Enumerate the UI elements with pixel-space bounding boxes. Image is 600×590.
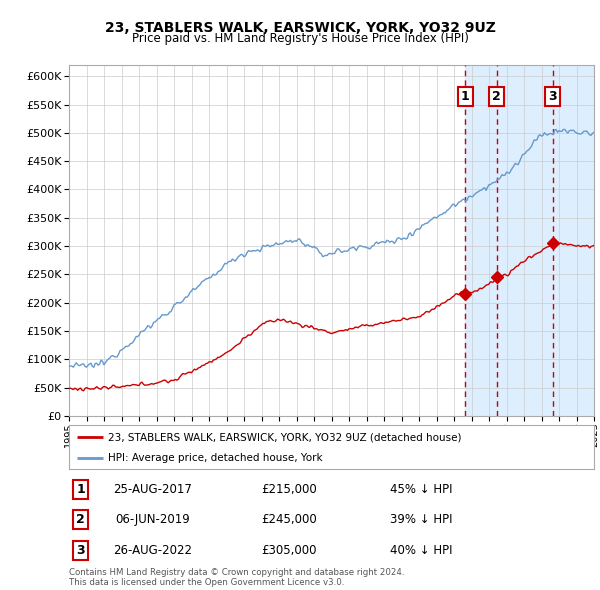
- Text: 45% ↓ HPI: 45% ↓ HPI: [389, 483, 452, 496]
- Text: 39% ↓ HPI: 39% ↓ HPI: [389, 513, 452, 526]
- Text: £245,000: £245,000: [262, 513, 317, 526]
- Text: £305,000: £305,000: [262, 544, 317, 557]
- Text: 23, STABLERS WALK, EARSWICK, YORK, YO32 9UZ (detached house): 23, STABLERS WALK, EARSWICK, YORK, YO32 …: [109, 432, 462, 442]
- Text: 23, STABLERS WALK, EARSWICK, YORK, YO32 9UZ: 23, STABLERS WALK, EARSWICK, YORK, YO32 …: [104, 21, 496, 35]
- Text: 3: 3: [548, 90, 557, 103]
- Text: 2: 2: [492, 90, 501, 103]
- Text: £215,000: £215,000: [262, 483, 317, 496]
- Text: 40% ↓ HPI: 40% ↓ HPI: [389, 544, 452, 557]
- Text: 06-JUN-2019: 06-JUN-2019: [116, 513, 190, 526]
- Bar: [497, 65, 553, 416]
- Text: Contains HM Land Registry data © Crown copyright and database right 2024.
This d: Contains HM Land Registry data © Crown c…: [69, 568, 404, 587]
- Bar: [553, 65, 594, 416]
- Text: 26-AUG-2022: 26-AUG-2022: [113, 544, 193, 557]
- Bar: [466, 65, 497, 416]
- Text: Price paid vs. HM Land Registry's House Price Index (HPI): Price paid vs. HM Land Registry's House …: [131, 32, 469, 45]
- Text: 1: 1: [76, 483, 85, 496]
- Text: 2: 2: [76, 513, 85, 526]
- Text: 25-AUG-2017: 25-AUG-2017: [113, 483, 193, 496]
- Text: HPI: Average price, detached house, York: HPI: Average price, detached house, York: [109, 453, 323, 463]
- Text: 3: 3: [76, 544, 85, 557]
- Text: 1: 1: [461, 90, 470, 103]
